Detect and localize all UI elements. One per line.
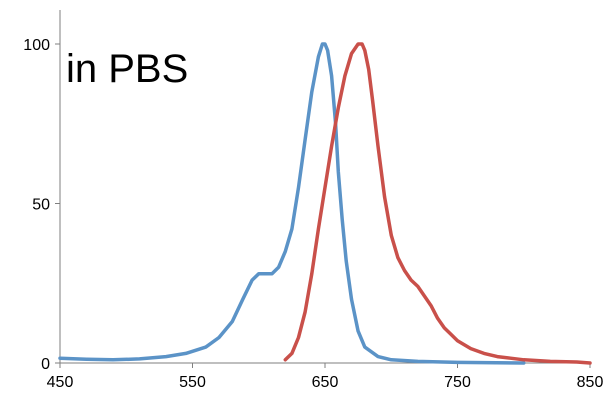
x-tick-label-450: 450 bbox=[47, 374, 74, 391]
plot-area: 0 50 100 450 550 650 750 850 bbox=[23, 10, 603, 391]
series-line-1 bbox=[58, 42, 526, 365]
y-tick-label-0: 0 bbox=[41, 356, 50, 373]
series-line-2 bbox=[283, 42, 592, 365]
x-tick-label-550: 550 bbox=[179, 374, 206, 391]
y-tick-label-50: 50 bbox=[32, 197, 50, 214]
x-tick-label-750: 750 bbox=[444, 374, 471, 391]
x-tick-label-850: 850 bbox=[577, 374, 604, 391]
annotation-in-pbs: in PBS bbox=[66, 47, 188, 91]
x-tick-label-650: 650 bbox=[312, 374, 339, 391]
y-tick-label-100: 100 bbox=[23, 37, 50, 54]
